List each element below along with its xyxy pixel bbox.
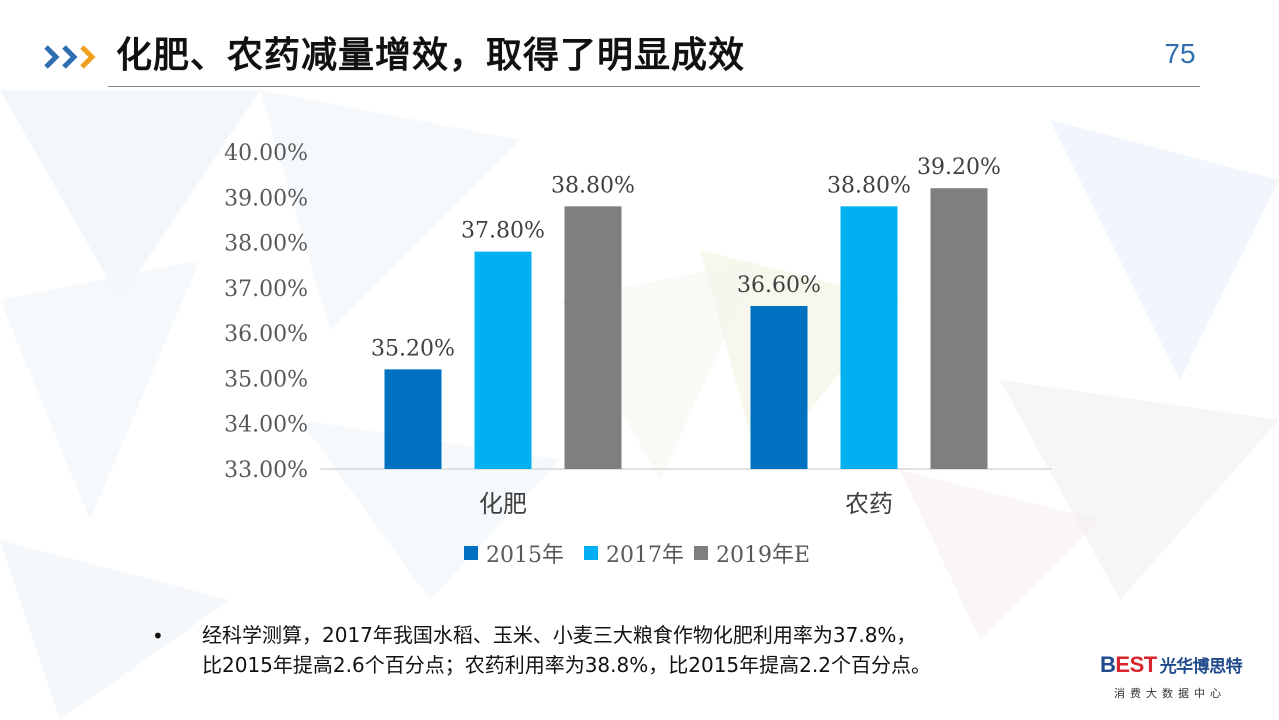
y-tick-label: 35.00%	[224, 367, 308, 392]
data-label: 35.20%	[371, 336, 455, 361]
brand-wordmark: BEST 光华博思特	[1100, 652, 1243, 678]
brand-subtitle: 消费大数据中心	[1114, 687, 1226, 700]
x-category-label: 化肥	[479, 490, 527, 518]
brand-letters-est: EST	[1115, 652, 1157, 677]
legend-label: 2015年	[486, 543, 564, 568]
bar	[750, 305, 808, 469]
y-tick-label: 36.00%	[224, 322, 308, 347]
bar	[474, 251, 532, 469]
legend-swatch	[694, 546, 708, 560]
y-tick-label: 34.00%	[224, 413, 308, 438]
legend-label: 2017年	[606, 543, 684, 568]
y-tick-label: 33.00%	[224, 458, 308, 483]
y-tick-label: 38.00%	[224, 232, 308, 257]
brand-chinese-name: 光华博思特	[1159, 657, 1243, 677]
data-label: 37.80%	[461, 219, 545, 244]
y-tick-label: 40.00%	[224, 141, 308, 166]
bar	[840, 206, 898, 469]
header-divider	[108, 86, 1200, 87]
data-label: 38.80%	[551, 173, 635, 198]
bar	[564, 206, 622, 469]
page-title: 化肥、农药减量增效，取得了明显成效	[116, 35, 746, 76]
slide-header: 化肥、农药减量增效，取得了明显成效 75	[0, 0, 1279, 95]
bar-chart: 33.00% 34.00% 35.00% 36.00% 37.00% 38.00% 39.0…	[224, 141, 1052, 568]
note-line: 经科学测算，2017年我国水稻、玉米、小麦三大粮食作物化肥利用率为37.8%，	[202, 623, 917, 647]
chevron-right-icon	[44, 45, 96, 69]
y-tick-label: 37.00%	[224, 277, 308, 302]
bullet-marker: •	[152, 624, 164, 648]
note-line: 比2015年提高2.6个百分点；农药利用率为38.8%，比2015年提高2.2个…	[202, 653, 931, 677]
note-text: 经科学测算，2017年我国水稻、玉米、小麦三大粮食作物化肥利用率为37.8%， …	[202, 620, 1062, 680]
legend-swatch	[464, 546, 478, 560]
legend-swatch	[584, 546, 598, 560]
y-tick-label: 39.00%	[224, 186, 308, 211]
brand-logo: BEST 光华博思特 消费大数据中心	[1100, 652, 1270, 702]
bar	[930, 188, 988, 469]
bar	[384, 369, 442, 469]
x-category-label: 农药	[845, 490, 893, 518]
data-label: 39.20%	[917, 155, 1001, 180]
data-label: 38.80%	[827, 173, 911, 198]
legend-label: 2019年E	[716, 543, 810, 568]
data-label: 36.60%	[737, 273, 821, 298]
page-number: 75	[1164, 38, 1196, 69]
brand-letter-b: B	[1100, 652, 1116, 677]
